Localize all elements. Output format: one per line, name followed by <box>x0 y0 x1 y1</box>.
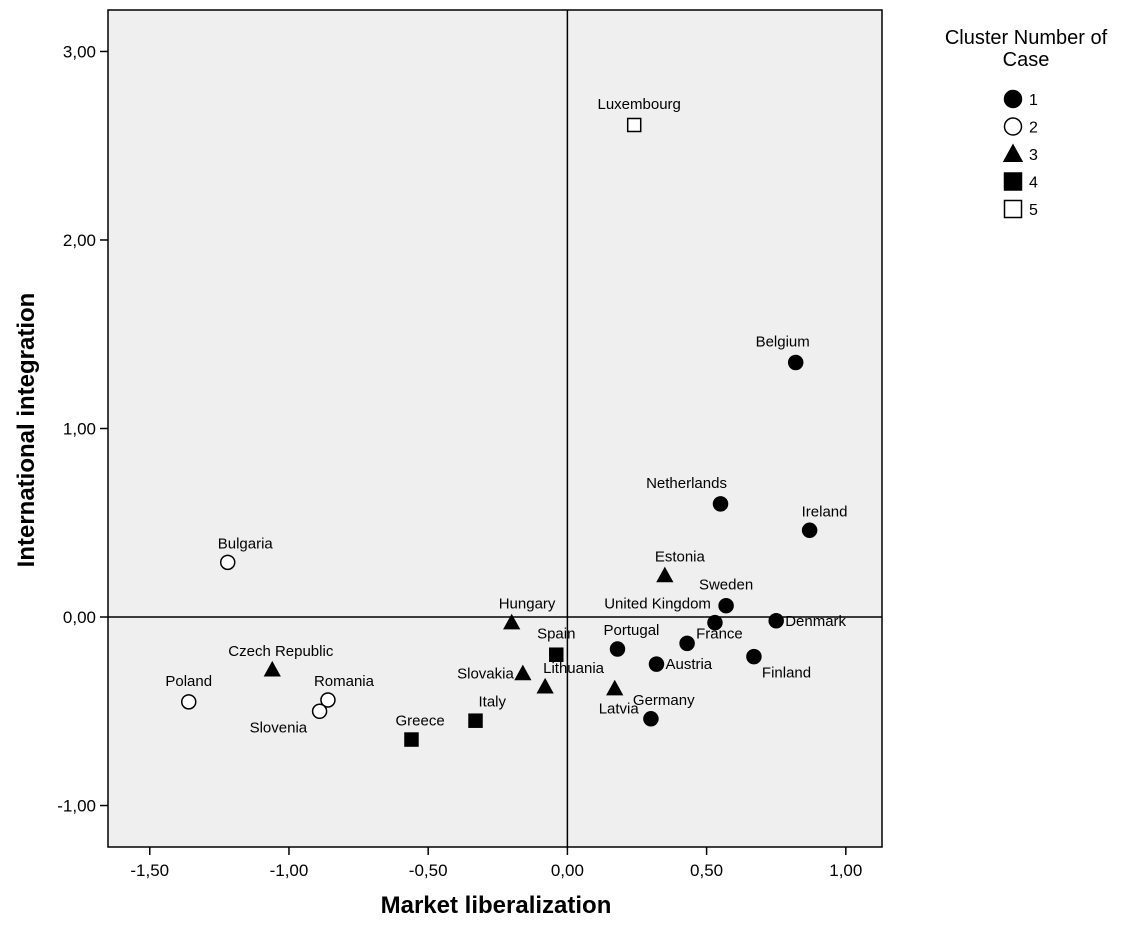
x-axis-title: Market liberalization <box>381 892 612 919</box>
legend-title: Case <box>1003 49 1050 71</box>
x-tick-label: -1,00 <box>270 861 309 880</box>
y-tick-label: 3,00 <box>63 42 96 61</box>
data-point-romania <box>320 692 336 708</box>
point-label: Denmark <box>785 613 846 630</box>
data-point-united-kingdom <box>707 614 723 631</box>
point-label: Estonia <box>655 549 706 566</box>
point-label: Luxembourg <box>598 96 681 113</box>
data-points-group <box>180 117 818 747</box>
data-point-spain <box>549 647 564 662</box>
point-label: Finland <box>762 665 811 682</box>
y-axis-title: International integration <box>13 293 40 568</box>
data-point-poland <box>180 694 197 710</box>
y-tick-label: -1,00 <box>57 797 96 816</box>
legend-marker-2 <box>1003 117 1023 136</box>
data-point-czech-republic <box>263 660 281 677</box>
data-point-italy <box>468 713 483 728</box>
point-label: Slovenia <box>250 719 308 736</box>
data-point-lithuania <box>536 677 554 694</box>
data-point-denmark <box>768 613 784 629</box>
x-tick-label: 1,00 <box>829 861 862 880</box>
plot-frame <box>107 9 883 848</box>
data-point-portugal <box>609 641 626 657</box>
data-point-latvia <box>606 679 624 696</box>
data-point-finland <box>746 648 762 665</box>
point-label: Bulgaria <box>218 535 274 552</box>
legend-marker-4 <box>1003 172 1023 191</box>
point-label: Romania <box>314 673 375 690</box>
point-label: Czech Republic <box>228 643 334 660</box>
data-point-germany <box>643 711 659 727</box>
legend-marker-1 <box>1003 89 1023 109</box>
point-label: Austria <box>665 656 712 673</box>
y-tick-label: 1,00 <box>63 420 96 439</box>
data-point-luxembourg <box>626 117 642 133</box>
point-label: France <box>696 625 743 642</box>
x-tick-label: -1,50 <box>130 861 169 880</box>
point-label: Hungary <box>499 596 556 613</box>
data-point-austria <box>648 656 665 672</box>
x-tick-label: -0,50 <box>409 861 448 880</box>
y-tick-label: 0,00 <box>63 608 96 627</box>
point-label: Ireland <box>802 503 848 520</box>
point-label: Slovakia <box>457 666 514 683</box>
data-point-belgium <box>787 354 804 371</box>
data-point-slovakia <box>514 664 532 681</box>
x-tick-label: 0,50 <box>690 861 723 880</box>
point-label: Germany <box>633 692 695 709</box>
data-point-estonia <box>656 566 674 583</box>
point-label: Italy <box>479 694 507 711</box>
legend-marker-5 <box>1003 199 1023 219</box>
x-tick-label: 0,00 <box>551 861 584 880</box>
data-point-sweden <box>718 597 734 614</box>
legend-marker-3 <box>1002 143 1024 162</box>
point-label: Poland <box>165 673 212 690</box>
y-tick-label: 2,00 <box>63 231 96 250</box>
data-point-ireland <box>801 522 818 539</box>
axes-group: -1,50 -1,00 -0,50 0,00 0,50 1,00 3,00 2,00 1,00 0… <box>57 42 862 880</box>
legend-title: Cluster Number of <box>945 27 1108 49</box>
point-labels-group: Luxembourg Belgium Netherlands Ireland Eston… <box>165 96 847 736</box>
legend-item-label: 3 <box>1029 147 1038 164</box>
point-label: Portugal <box>604 622 660 639</box>
point-label: Lithuania <box>543 660 605 677</box>
legend-item-label: 2 <box>1029 120 1038 137</box>
point-label: Latvia <box>599 701 640 718</box>
data-point-bulgaria <box>219 554 236 571</box>
point-label: Belgium <box>756 334 810 351</box>
data-point-netherlands <box>712 496 729 512</box>
point-label: Greece <box>395 713 444 730</box>
data-point-slovenia <box>311 703 328 720</box>
point-label: Sweden <box>699 577 753 594</box>
plot-area-group <box>107 9 883 848</box>
legend-item-label: 1 <box>1029 92 1038 109</box>
point-label: Spain <box>537 626 575 643</box>
legend-item-label: 5 <box>1029 202 1038 219</box>
data-point-france <box>679 635 695 652</box>
data-point-greece <box>404 732 419 747</box>
point-label: United Kingdom <box>604 596 711 613</box>
legend-item-label: 4 <box>1029 175 1038 192</box>
point-label: Netherlands <box>646 475 727 492</box>
data-point-hungary <box>503 613 521 630</box>
